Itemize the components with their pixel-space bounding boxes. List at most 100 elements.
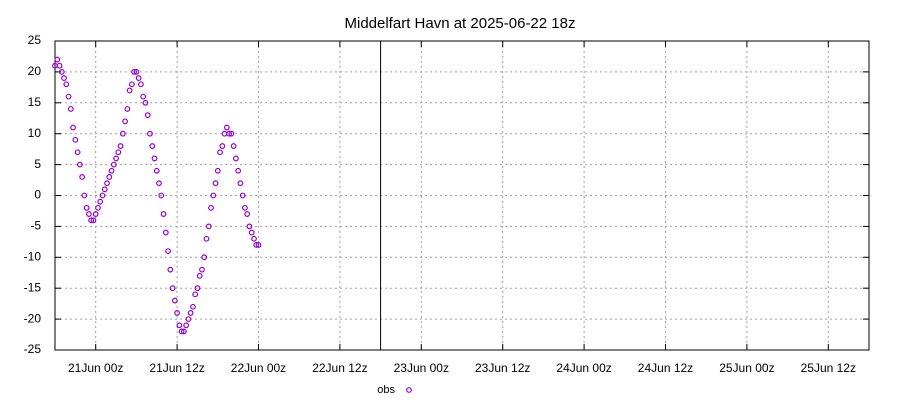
y-tick-label: -15 [24,280,42,294]
data-point [244,211,251,217]
data-point [92,211,99,217]
data-point [253,242,260,248]
data-point [167,266,174,273]
data-point [190,303,196,310]
data-point [104,180,110,187]
data-point [205,223,212,230]
x-tick-label: 25Jun 00z [719,361,774,375]
data-point [131,68,138,75]
y-tick-label: 15 [28,95,42,109]
data-point [203,235,210,242]
data-point [56,62,63,69]
data-point [142,99,149,106]
data-point [246,223,253,230]
x-tick-label: 24Jun 00z [556,361,611,375]
y-tick-label: -25 [24,342,42,356]
data-point [169,285,176,292]
plot-frame [54,40,870,351]
chart-title: Middelfart Havn at 2025-06-22 18z [345,15,576,32]
data-point [226,130,233,137]
data-point [174,310,181,316]
y-tick-label: -10 [24,249,42,263]
data-point [156,180,162,187]
data-point [192,291,199,298]
data-point [128,81,135,88]
data-point [160,211,167,217]
data-point [140,93,147,100]
data-point [201,254,208,261]
legend-marker [406,387,412,393]
data-point [212,180,219,187]
data-point [126,87,133,94]
data-point [217,149,223,156]
data-point [119,130,126,137]
data-point [113,155,119,162]
data-point [108,167,115,174]
data-point [86,211,92,217]
data-point [210,192,217,199]
x-tick-label: 23Jun 12z [475,361,530,375]
data-point [251,235,257,242]
data-point [228,130,235,137]
data-point [61,75,67,81]
data-point [235,167,242,174]
data-point [232,155,239,162]
y-tick-label: 20 [28,64,42,78]
data-point [183,322,190,329]
data-point [79,174,86,180]
data-point [133,68,140,75]
x-tick-label: 25Jun 12z [801,361,856,375]
data-point [185,316,192,323]
data-point [97,198,104,205]
data-point [81,192,88,199]
y-tick-label: 25 [28,33,42,47]
data-point [162,229,169,236]
data-point [158,192,165,199]
data-point [180,328,187,335]
data-point [95,204,101,211]
data-point [115,149,122,156]
data-point [135,75,142,81]
data-point [76,161,83,168]
data-point [153,167,160,174]
data-point [72,136,79,143]
data-point [74,149,81,156]
data-point [176,322,183,329]
y-tick-label: 0 [34,188,41,202]
data-point [239,192,246,199]
data-point [83,204,90,211]
data-point [242,204,248,211]
legend-label: obs [377,384,395,396]
x-tick-label: 22Jun 00z [231,361,286,375]
data-point [99,192,106,199]
data-point [110,161,117,168]
data-point [223,124,230,131]
data-point [122,118,128,125]
data-point [65,93,72,100]
data-point [88,217,95,224]
y-tick-label: 10 [28,126,42,140]
data-point [219,143,226,149]
data-point [187,310,194,316]
data-point [214,167,221,174]
data-point [106,174,113,180]
data-point [178,328,185,335]
data-point [171,297,178,304]
data-point [149,143,156,149]
data-point [67,106,74,112]
x-tick-label: 22Jun 12z [312,361,367,375]
data-point [58,68,65,75]
data-point [151,155,158,162]
data-point [194,285,201,292]
data-point [255,242,262,248]
data-point [63,81,70,88]
data-point [70,124,76,131]
y-tick-label: -5 [30,219,41,233]
x-tick-label: 21Jun 12z [149,361,204,375]
data-point [117,143,124,149]
y-tick-label: -20 [24,311,42,325]
data-point [138,81,144,88]
data-point [90,217,97,224]
